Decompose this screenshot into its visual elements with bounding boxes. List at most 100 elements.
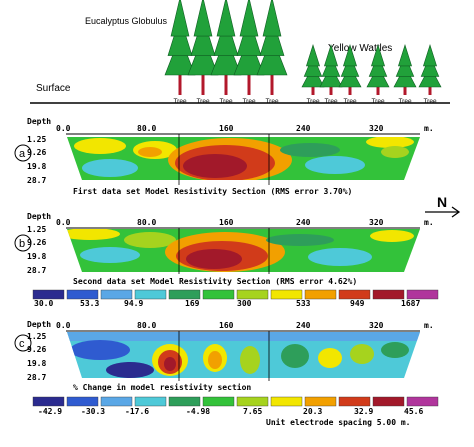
change-scale-value: 7.65 — [243, 407, 262, 416]
resistivity-section-a — [67, 137, 420, 180]
x-tick-c-0: 0.0 — [56, 321, 71, 330]
x-axis-b: 0.0 80.0 160 240 320 m. — [56, 218, 434, 227]
section-c-blob — [240, 346, 260, 374]
tree-trunk — [329, 83, 333, 95]
section-marker-c — [14, 334, 32, 352]
section-b-blob — [124, 232, 176, 248]
tree: Tree — [187, 0, 219, 105]
tree-label: Tree — [173, 98, 187, 105]
resistivity-scale-value: 94.9 — [124, 299, 143, 308]
tree-crown — [342, 43, 358, 67]
section-b-blob — [67, 229, 120, 240]
x-tick-c-1: 80.0 — [137, 321, 156, 330]
depth-tick-b-0: 1.25 — [27, 225, 46, 234]
tree-label: Tree — [196, 98, 210, 105]
section-c-blob — [381, 342, 409, 358]
tree-crown — [397, 43, 413, 67]
tree-trunk — [348, 83, 352, 95]
tree-crown — [305, 43, 321, 67]
section-c-blob — [164, 357, 176, 371]
tree: Tree — [256, 0, 288, 105]
resistivity-scale-value: 533 — [296, 299, 311, 308]
x-axis-a: 0.0 80.0 160 240 320 m. — [56, 124, 434, 133]
color-swatch — [134, 396, 167, 407]
change-scale-value: 45.6 — [404, 407, 423, 416]
color-swatch — [270, 289, 303, 300]
section-marker-b-text: b — [19, 238, 25, 250]
depth-ticks-b: 1.25 9.26 19.8 28.7 — [27, 225, 46, 275]
tree-trunk — [428, 83, 432, 95]
depth-tick-c-3: 28.7 — [27, 373, 46, 382]
section-b-blob — [370, 230, 414, 242]
resistivity-section-b — [67, 229, 420, 272]
tree-label: Tree — [423, 98, 437, 105]
tree-label: Tree — [371, 98, 385, 105]
section-b: b Depth 0.0 80.0 160 240 320 m. 1.25 9.2… — [14, 212, 434, 286]
depth-tick-c-0: 1.25 — [27, 332, 46, 341]
change-scale-labels: -42.9 -30.3 -17.6 -4.98 7.65 20.3 32.9 4… — [38, 407, 423, 416]
resistivity-scale-value: 949 — [350, 299, 365, 308]
tree-trunk — [224, 71, 228, 95]
tree: Tree — [338, 43, 362, 105]
north-arrow-head — [451, 206, 461, 218]
tree-trunk — [270, 71, 274, 95]
depth-tick-c-1: 9.26 — [27, 345, 46, 354]
x-axis-c: 0.0 80.0 160 240 320 m. — [56, 321, 434, 330]
x-tick-a-2: 160 — [219, 124, 234, 133]
section-a: a Depth 0.0 80.0 160 240 320 m. 1.25 9.2… — [14, 117, 434, 196]
depth-tick-a-2: 19.8 — [27, 162, 46, 171]
x-tick-b-3: 240 — [296, 218, 311, 227]
change-section-c — [67, 332, 420, 378]
color-swatch — [338, 289, 371, 300]
x-tick-a-4: 320 — [369, 124, 384, 133]
depth-tick-b-2: 19.8 — [27, 252, 46, 261]
color-swatch — [236, 396, 269, 407]
tree-label: Tree — [242, 98, 256, 105]
section-c-blob — [281, 344, 309, 368]
resistivity-swatches — [32, 289, 439, 300]
caption-c: % Change in model resistivity section — [73, 382, 251, 392]
tree-crown — [370, 43, 386, 67]
color-swatch — [372, 289, 405, 300]
resistivity-scale-value: 300 — [237, 299, 252, 308]
tree-label: Tree — [265, 98, 279, 105]
header-illustration: Eucalyptus Globulus Yellow Wattles Surfa… — [30, 0, 450, 105]
x-tick-a-1: 80.0 — [137, 124, 156, 133]
color-swatch — [304, 396, 337, 407]
section-c: c Depth 0.0 80.0 160 240 320 m. 1.25 9.2… — [14, 320, 434, 392]
section-marker-c-text: c — [19, 338, 25, 350]
section-b-blob — [308, 248, 372, 266]
section-b-blob — [266, 234, 334, 246]
color-swatch — [372, 396, 405, 407]
depth-tick-b-1: 9.26 — [27, 238, 46, 247]
tree: Tree — [393, 43, 417, 105]
section-marker-a-text: a — [19, 148, 26, 160]
caption-a: First data set Model Resistivity Section… — [73, 186, 352, 196]
resistivity-scale-value: 169 — [185, 299, 200, 308]
change-swatches — [32, 396, 439, 407]
tree-crown — [262, 0, 282, 37]
section-b-blob — [186, 249, 242, 269]
color-swatch — [406, 289, 439, 300]
tree-trunk — [311, 83, 315, 95]
color-swatch — [32, 289, 65, 300]
tree-trunk — [201, 71, 205, 95]
tree-crown — [323, 43, 339, 67]
tree-label: Tree — [398, 98, 412, 105]
section-c-blob — [350, 344, 374, 364]
surface-label: Surface — [36, 83, 71, 94]
section-marker-b — [14, 234, 32, 252]
color-swatch — [134, 289, 167, 300]
tree: Tree — [366, 43, 390, 105]
depth-label-a: Depth — [27, 117, 51, 126]
color-swatch — [168, 289, 201, 300]
x-tick-c-4: 320 — [369, 321, 384, 330]
tree: Tree — [319, 43, 343, 105]
wattle-trees: Tree Tree Tree Tree Tree Tree — [301, 43, 442, 105]
tree-trunk — [178, 71, 182, 95]
depth-tick-b-3: 28.7 — [27, 266, 46, 275]
x-tick-b-4: 320 — [369, 218, 384, 227]
tree-label: Tree — [324, 98, 338, 105]
tree-trunk — [247, 71, 251, 95]
depth-tick-a-3: 28.7 — [27, 176, 46, 185]
